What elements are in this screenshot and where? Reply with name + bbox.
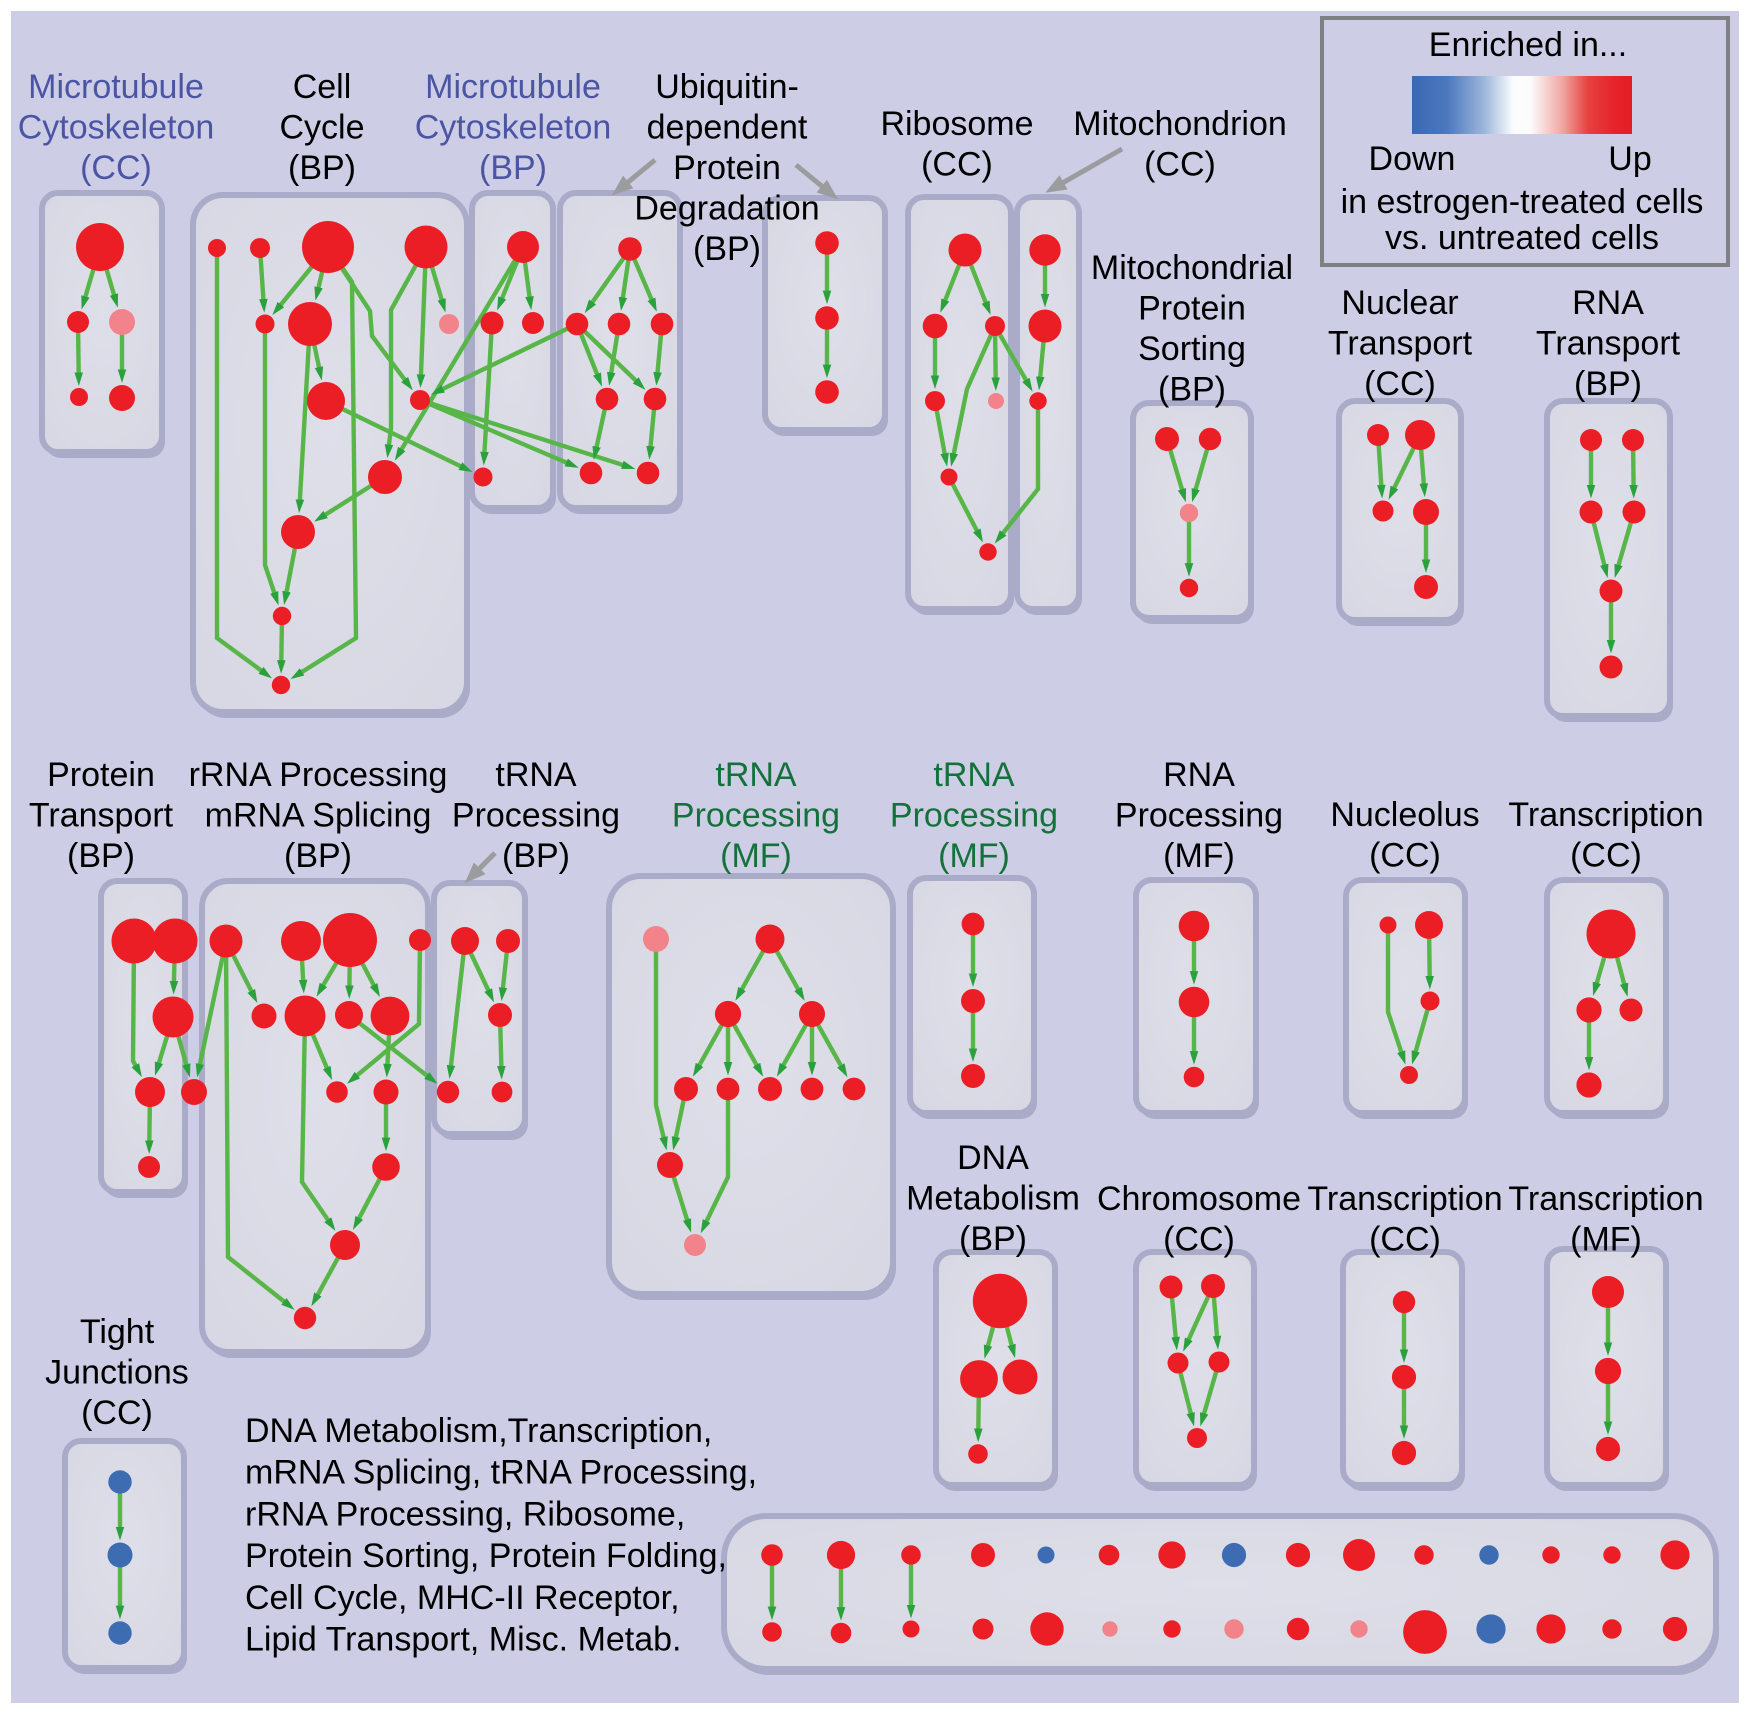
svg-text:(CC): (CC) [1144,146,1216,184]
svg-text:Cycle: Cycle [279,109,364,147]
svg-text:Protein: Protein [47,756,155,794]
svg-text:Protein: Protein [673,149,781,187]
svg-text:Mitochondrial: Mitochondrial [1091,249,1293,287]
svg-text:Ribosome: Ribosome [880,105,1033,143]
svg-text:RNA: RNA [1163,756,1235,794]
svg-text:Transcription: Transcription [1508,1180,1703,1218]
svg-text:Ubiquitin-: Ubiquitin- [655,68,799,106]
svg-text:Up: Up [1608,140,1651,178]
svg-text:Nucleolus: Nucleolus [1330,796,1479,834]
svg-text:(BP): (BP) [67,837,135,875]
svg-text:tRNA: tRNA [495,756,577,794]
svg-text:Transcription: Transcription [1508,796,1703,834]
svg-text:tRNA: tRNA [715,756,797,794]
svg-text:(BP): (BP) [693,230,761,268]
svg-text:(BP): (BP) [959,1220,1027,1258]
svg-text:Junctions: Junctions [45,1354,189,1392]
svg-text:(BP): (BP) [284,837,352,875]
svg-text:(CC): (CC) [921,146,993,184]
svg-text:Microtubule: Microtubule [28,68,204,106]
svg-text:dependent: dependent [647,109,808,147]
svg-text:Down: Down [1369,140,1456,178]
svg-text:Microtubule: Microtubule [425,68,601,106]
svg-text:Processing: Processing [452,797,620,835]
svg-text:(MF): (MF) [720,837,792,875]
svg-text:Transport: Transport [1328,325,1473,363]
svg-text:DNA: DNA [957,1139,1029,1177]
svg-text:rRNA Processing: rRNA Processing [189,756,448,794]
svg-text:in estrogen-treated cells: in estrogen-treated cells [1341,183,1704,221]
svg-text:mRNA Splicing, tRNA Processing: mRNA Splicing, tRNA Processing, [245,1454,757,1492]
svg-text:Protein Sorting, Protein Foldi: Protein Sorting, Protein Folding, [245,1537,727,1575]
svg-text:RNA: RNA [1572,284,1644,322]
svg-text:Protein: Protein [1138,290,1246,328]
svg-text:Nuclear: Nuclear [1341,284,1458,322]
svg-text:tRNA: tRNA [933,756,1015,794]
svg-text:(CC): (CC) [1369,837,1441,875]
svg-text:rRNA Processing, Ribosome,: rRNA Processing, Ribosome, [245,1495,685,1533]
svg-text:mRNA Splicing: mRNA Splicing [205,797,432,835]
svg-text:Cytoskeleton: Cytoskeleton [415,109,612,147]
svg-text:(CC): (CC) [1369,1221,1441,1259]
svg-text:Lipid Transport, Misc. Metab.: Lipid Transport, Misc. Metab. [245,1621,682,1659]
svg-text:(CC): (CC) [1364,365,1436,403]
svg-text:Sorting: Sorting [1138,330,1246,368]
svg-text:Transport: Transport [1536,325,1681,363]
svg-text:Chromosome: Chromosome [1097,1180,1301,1218]
svg-text:(CC): (CC) [1163,1221,1235,1259]
svg-text:Processing: Processing [890,797,1058,835]
svg-text:(CC): (CC) [80,149,152,187]
svg-text:Metabolism: Metabolism [906,1180,1080,1218]
svg-text:vs. untreated cells: vs. untreated cells [1385,219,1659,257]
svg-text:Transcription: Transcription [1307,1180,1502,1218]
svg-text:(MF): (MF) [938,837,1010,875]
svg-text:(CC): (CC) [1570,837,1642,875]
svg-text:(CC): (CC) [81,1394,153,1432]
svg-text:Processing: Processing [1115,797,1283,835]
svg-text:Enriched in...: Enriched in... [1429,26,1627,64]
svg-text:DNA Metabolism,Transcription,: DNA Metabolism,Transcription, [245,1412,712,1450]
svg-text:(BP): (BP) [1158,371,1226,409]
svg-text:(BP): (BP) [502,837,570,875]
svg-text:Processing: Processing [672,797,840,835]
svg-text:(MF): (MF) [1570,1221,1642,1259]
svg-text:(BP): (BP) [288,149,356,187]
svg-text:(MF): (MF) [1163,837,1235,875]
svg-text:Degradation: Degradation [634,190,819,228]
svg-text:Cell Cycle, MHC-II Receptor,: Cell Cycle, MHC-II Receptor, [245,1579,680,1617]
svg-text:Tight: Tight [80,1313,155,1351]
svg-text:(BP): (BP) [1574,365,1642,403]
svg-text:Cell: Cell [293,68,352,106]
svg-text:(BP): (BP) [479,149,547,187]
svg-text:Cytoskeleton: Cytoskeleton [18,109,215,147]
svg-text:Transport: Transport [29,797,174,835]
svg-text:Mitochondrion: Mitochondrion [1073,105,1287,143]
